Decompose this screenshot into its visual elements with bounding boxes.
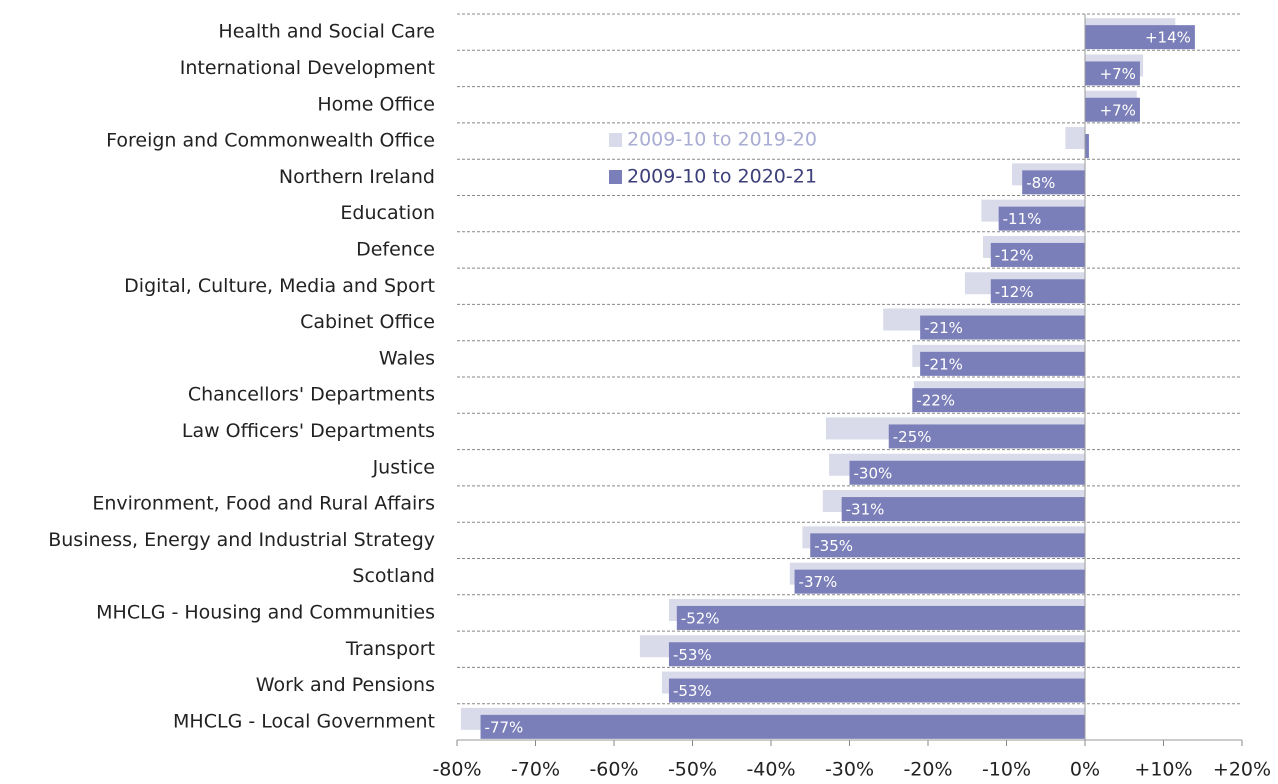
x-tick-label: -50% [668, 759, 717, 781]
category-label: Chancellors' Departments [188, 384, 435, 406]
category-label: Transport [345, 638, 435, 660]
x-tick-label: -60% [589, 759, 638, 781]
category-label: MHCLG - Local Government [173, 710, 435, 732]
bar [1085, 25, 1195, 50]
data-label: +7% [1100, 65, 1136, 83]
bar [841, 497, 1085, 522]
data-label: -12% [995, 283, 1034, 301]
category-label: Scotland [352, 565, 435, 587]
x-tick-label: +10% [1134, 759, 1192, 781]
data-label: -30% [854, 464, 893, 482]
bar [810, 533, 1085, 558]
bar [480, 714, 1085, 739]
bar [849, 460, 1085, 485]
data-label: -31% [846, 501, 885, 519]
category-label: Law Officers' Departments [182, 420, 435, 442]
category-label: Justice [372, 456, 435, 478]
legend-swatch [609, 133, 622, 147]
category-label: Home Office [317, 93, 435, 115]
data-label: +14% [1145, 29, 1191, 47]
category-label: Defence [356, 238, 435, 260]
bar [990, 279, 1085, 304]
data-label: -8% [1026, 174, 1055, 192]
x-tick-label: -20% [903, 759, 952, 781]
x-tick-label: -80% [432, 759, 481, 781]
data-label: -52% [681, 609, 720, 627]
category-label: International Development [180, 57, 435, 79]
data-label: -53% [673, 682, 712, 700]
bar [998, 206, 1085, 231]
bar [1085, 61, 1140, 86]
x-tick-label: -70% [511, 759, 560, 781]
category-label: Education [340, 202, 435, 224]
bar [668, 678, 1085, 703]
bar [990, 242, 1085, 267]
category-label: Cabinet Office [300, 311, 435, 333]
bar [1022, 170, 1085, 195]
bar [920, 351, 1085, 376]
data-label: +7% [1100, 101, 1136, 119]
data-label: -77% [485, 718, 524, 736]
data-label: -25% [893, 428, 932, 446]
x-tick-label: -40% [746, 759, 795, 781]
category-label: Work and Pensions [256, 674, 435, 696]
bar [920, 315, 1085, 340]
legend-label: 2009-10 to 2019-20 [627, 129, 817, 151]
x-tick-label: -10% [982, 759, 1031, 781]
x-tick-label: 0% [1070, 759, 1100, 781]
data-label: -21% [924, 355, 963, 373]
legend-swatch [609, 170, 622, 184]
data-label: -11% [1003, 210, 1042, 228]
category-label: Environment, Food and Rural Affairs [92, 493, 435, 515]
x-tick-label: +20% [1213, 759, 1271, 781]
category-label: Northern Ireland [279, 166, 435, 188]
bar [676, 605, 1085, 630]
x-tick-label: -30% [825, 759, 874, 781]
category-label: MHCLG - Housing and Communities [96, 601, 435, 623]
bar [888, 424, 1085, 449]
category-label: Digital, Culture, Media and Sport [124, 275, 435, 297]
legend-label: 2009-10 to 2020-21 [627, 166, 817, 188]
data-label: -53% [673, 646, 712, 664]
data-label: -37% [799, 573, 838, 591]
bar [1065, 127, 1085, 150]
data-label: -12% [995, 246, 1034, 264]
bar [794, 569, 1085, 594]
data-label: -22% [916, 392, 955, 410]
bar [912, 388, 1085, 413]
bar [668, 642, 1085, 667]
bar [1085, 134, 1089, 159]
category-label: Health and Social Care [218, 21, 435, 43]
bar [1085, 97, 1140, 122]
category-label: Foreign and Commonwealth Office [106, 130, 435, 152]
category-label: Business, Energy and Industrial Strategy [48, 529, 435, 551]
data-label: -21% [924, 319, 963, 337]
data-label: -35% [814, 537, 853, 555]
category-label: Wales [379, 347, 435, 369]
